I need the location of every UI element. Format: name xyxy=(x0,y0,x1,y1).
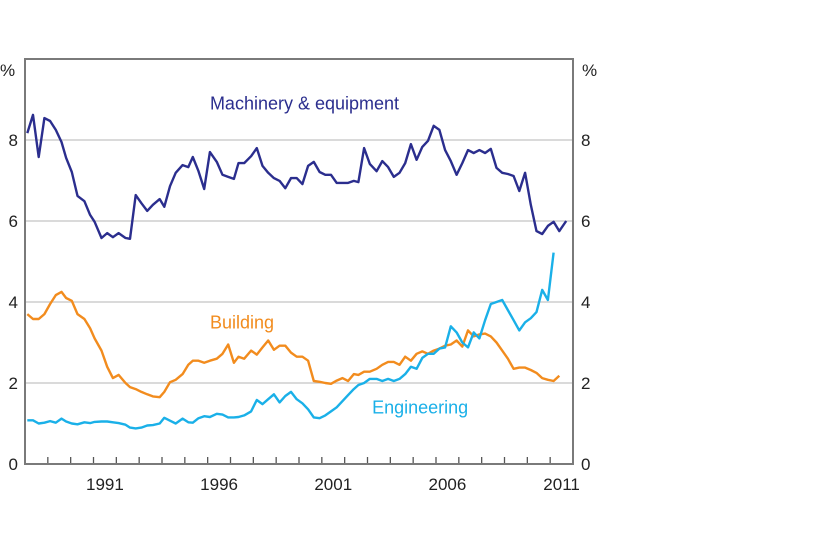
x-tick-label: 2006 xyxy=(429,475,467,494)
y-axis-left-labels: 0 2 4 6 8 xyxy=(9,131,18,474)
y-tick-label-left: 0 xyxy=(9,455,18,474)
plot-frame xyxy=(24,58,574,465)
y-axis-right-labels: 0 2 4 6 8 xyxy=(581,131,590,474)
x-tick-label: 2001 xyxy=(314,475,352,494)
x-tick-label: 2011 xyxy=(543,475,580,494)
y-tick-label-right: 0 xyxy=(581,455,590,474)
series-lines xyxy=(26,113,568,430)
series-line-building xyxy=(26,290,561,399)
y-tick-label-left: 6 xyxy=(9,212,18,231)
y-tick-label-right: 4 xyxy=(581,293,590,312)
series-labels: Machinery & equipment Building Engineeri… xyxy=(210,94,468,418)
series-label-engineering: Engineering xyxy=(372,397,468,417)
y-tick-label-left: 8 xyxy=(9,131,18,150)
series-label-machinery: Machinery & equipment xyxy=(210,94,399,114)
series-line-engineering xyxy=(27,252,555,430)
x-tick-label: 1996 xyxy=(200,475,238,494)
x-axis-labels: 1991 1996 2001 2006 2011 xyxy=(86,475,580,494)
series-line-machinery xyxy=(26,113,568,241)
y-tick-label-left: 4 xyxy=(9,293,18,312)
y-tick-label-right: 6 xyxy=(581,212,590,231)
gridlines xyxy=(25,139,573,384)
y-tick-label-left: 2 xyxy=(9,374,18,393)
y-tick-label-right: 2 xyxy=(581,374,590,393)
y-tick-label-right: 8 xyxy=(581,131,590,150)
y-axis-unit-right: % xyxy=(582,61,597,80)
x-tick-label: 1991 xyxy=(86,475,124,494)
x-axis-ticks xyxy=(47,457,551,464)
y-axis-unit-left: % xyxy=(0,61,15,80)
series-label-building: Building xyxy=(210,312,274,332)
